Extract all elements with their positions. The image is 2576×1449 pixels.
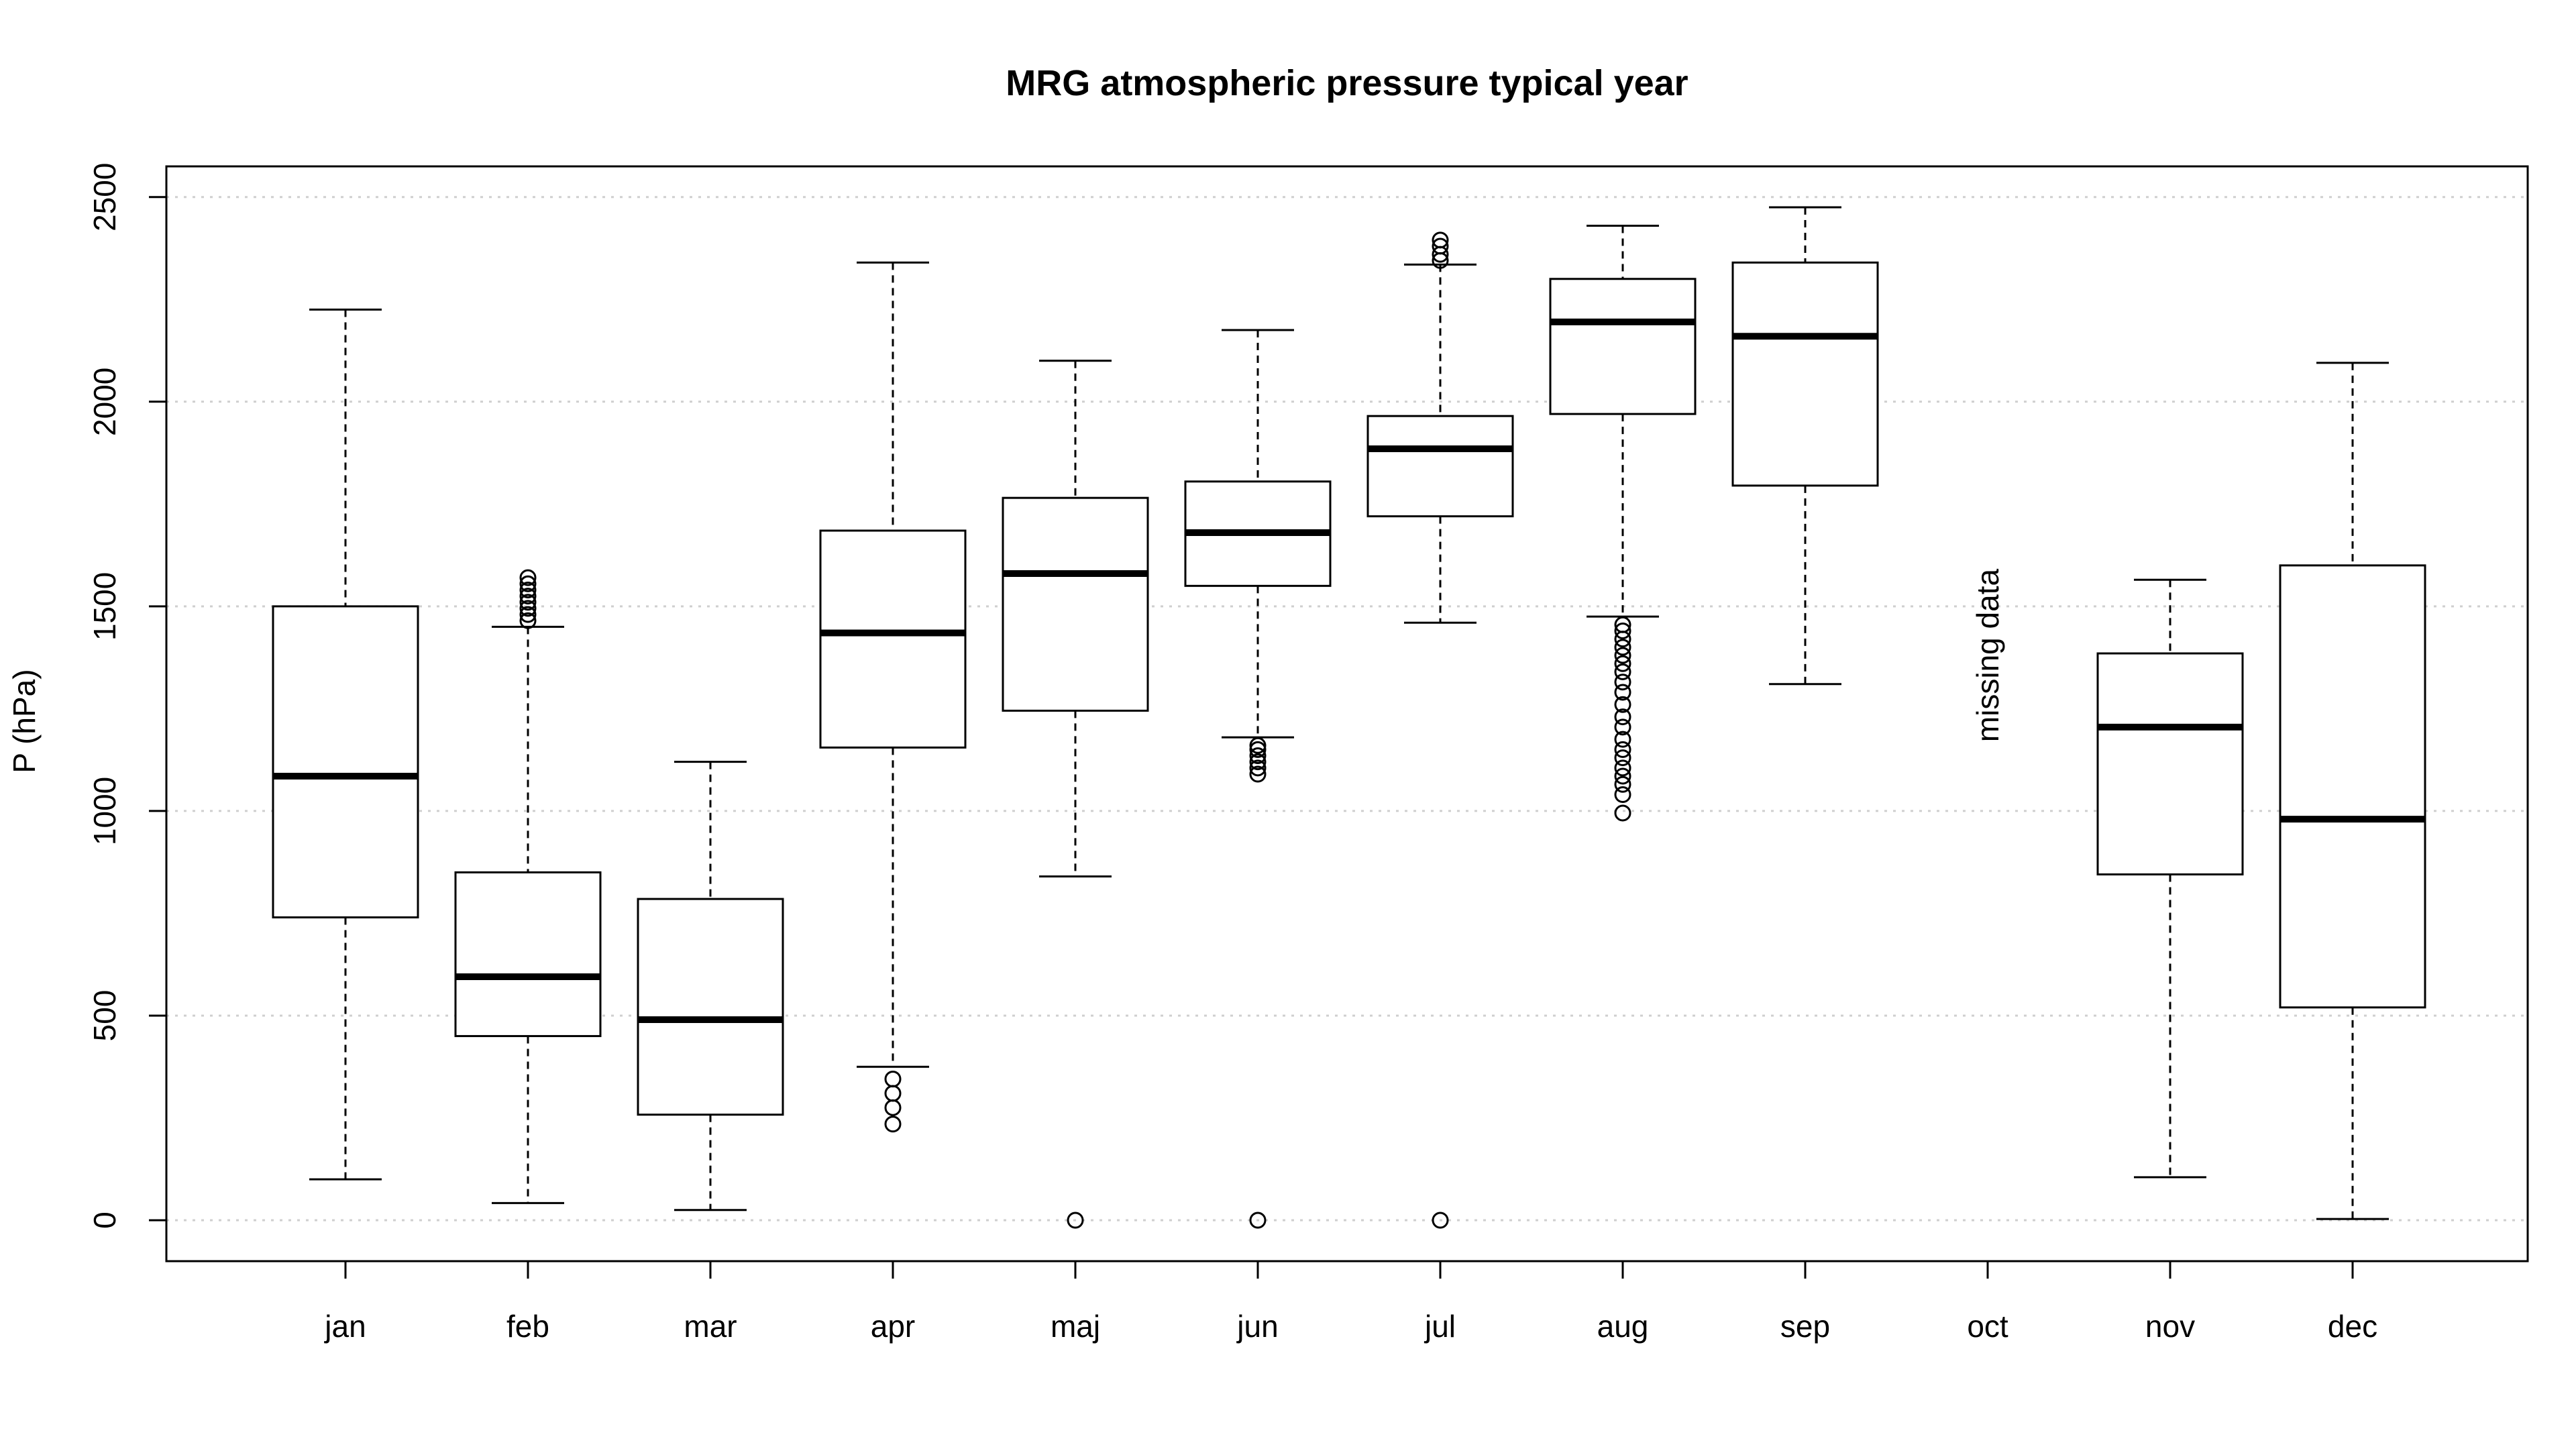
y-tick-label: 0 (87, 1212, 122, 1229)
y-tick-label: 500 (87, 990, 122, 1042)
box-series: missing data (272, 206, 2426, 1229)
iqr-box (1549, 278, 1697, 415)
box-aug (1549, 224, 1697, 822)
outlier-point (1249, 737, 1267, 754)
box-maj (1002, 360, 1149, 1229)
x-tick-label: nov (2145, 1309, 2195, 1344)
outlier-point (1614, 708, 1631, 726)
outlier-point (1614, 759, 1631, 777)
x-tick-label: sep (1780, 1309, 1830, 1344)
outlier-point (884, 1071, 902, 1088)
outlier-point (1614, 786, 1631, 803)
box-jan (272, 309, 419, 1181)
outlier-point (1614, 741, 1631, 758)
x-tick-label: jul (1424, 1309, 1456, 1344)
plot-frame (165, 165, 2529, 1263)
missing-data-annotation: missing data (1970, 569, 2005, 743)
outlier-point (1249, 747, 1267, 765)
outlier-point (1614, 639, 1631, 656)
iqr-box (454, 871, 602, 1037)
x-tick-label: aug (1597, 1309, 1649, 1344)
outlier-point (1614, 647, 1631, 664)
y-axis-label: P (hPa) (7, 669, 42, 773)
iqr-box (1731, 261, 1879, 487)
y-tick-label: 1500 (87, 572, 122, 641)
x-tick-label: dec (2328, 1309, 2377, 1344)
outlier-point (1249, 765, 1267, 783)
y-tick-label: 2500 (87, 163, 122, 231)
iqr-box (272, 605, 419, 919)
chart-title: MRG atmospheric pressure typical year (1006, 63, 1688, 103)
box-apr (819, 261, 967, 1133)
outlier-point (1614, 731, 1631, 748)
x-tick-label: jan (323, 1309, 366, 1344)
x-tick-label: jun (1236, 1309, 1278, 1344)
outlier-point (1249, 741, 1267, 758)
outlier-point (1614, 684, 1631, 701)
outlier-point (519, 600, 537, 617)
outlier-point (1614, 767, 1631, 785)
outlier-point (519, 575, 537, 592)
iqr-box (2096, 652, 2244, 875)
outlier-point (519, 581, 537, 598)
outlier-point (884, 1099, 902, 1116)
x-tick-label: oct (1967, 1309, 2008, 1344)
axes: 0 500 1000 1500 2000 2500 jan feb mar apr maj jun ju… (87, 163, 2377, 1344)
iqr-box (819, 529, 967, 749)
outlier-point (1249, 1212, 1267, 1229)
outlier-point (1614, 696, 1631, 713)
outlier-point (519, 606, 537, 623)
iqr-box (1366, 415, 1514, 518)
box-mar (637, 761, 784, 1212)
box-feb (454, 569, 602, 1204)
outlier-point (884, 1085, 902, 1102)
box-jul (1366, 231, 1514, 1229)
outlier-point (1432, 1212, 1449, 1229)
box-jun (1184, 329, 1332, 1229)
iqr-box (2279, 564, 2426, 1009)
outlier-point (519, 588, 537, 605)
x-tick-label: feb (506, 1309, 549, 1344)
outlier-point (1614, 622, 1631, 639)
outlier-point (1614, 775, 1631, 793)
outlier-point (1067, 1212, 1084, 1229)
outlier-point (884, 1116, 902, 1133)
outlier-point (519, 612, 537, 629)
outlier-point (1614, 749, 1631, 767)
x-tick-label: mar (684, 1309, 737, 1344)
y-tick-label: 1000 (87, 777, 122, 845)
outlier-point (1432, 237, 1449, 255)
iqr-box (637, 898, 784, 1116)
outlier-point (1249, 753, 1267, 771)
outlier-point (1432, 231, 1449, 249)
box-nov (2096, 578, 2244, 1179)
outlier-point (1614, 663, 1631, 680)
box-sep (1731, 206, 1879, 686)
x-tick-label: maj (1051, 1309, 1100, 1344)
box-dec (2279, 362, 2426, 1220)
outlier-point (1249, 759, 1267, 777)
x-tick-label: apr (871, 1309, 915, 1344)
outlier-point (1614, 616, 1631, 633)
outlier-point (519, 594, 537, 611)
outlier-point (1614, 655, 1631, 672)
outlier-point (1614, 804, 1631, 822)
outlier-point (519, 569, 537, 586)
y-tick-label: 2000 (87, 368, 122, 436)
outlier-point (1614, 674, 1631, 691)
outlier-point (1614, 718, 1631, 736)
iqr-box (1002, 496, 1149, 712)
